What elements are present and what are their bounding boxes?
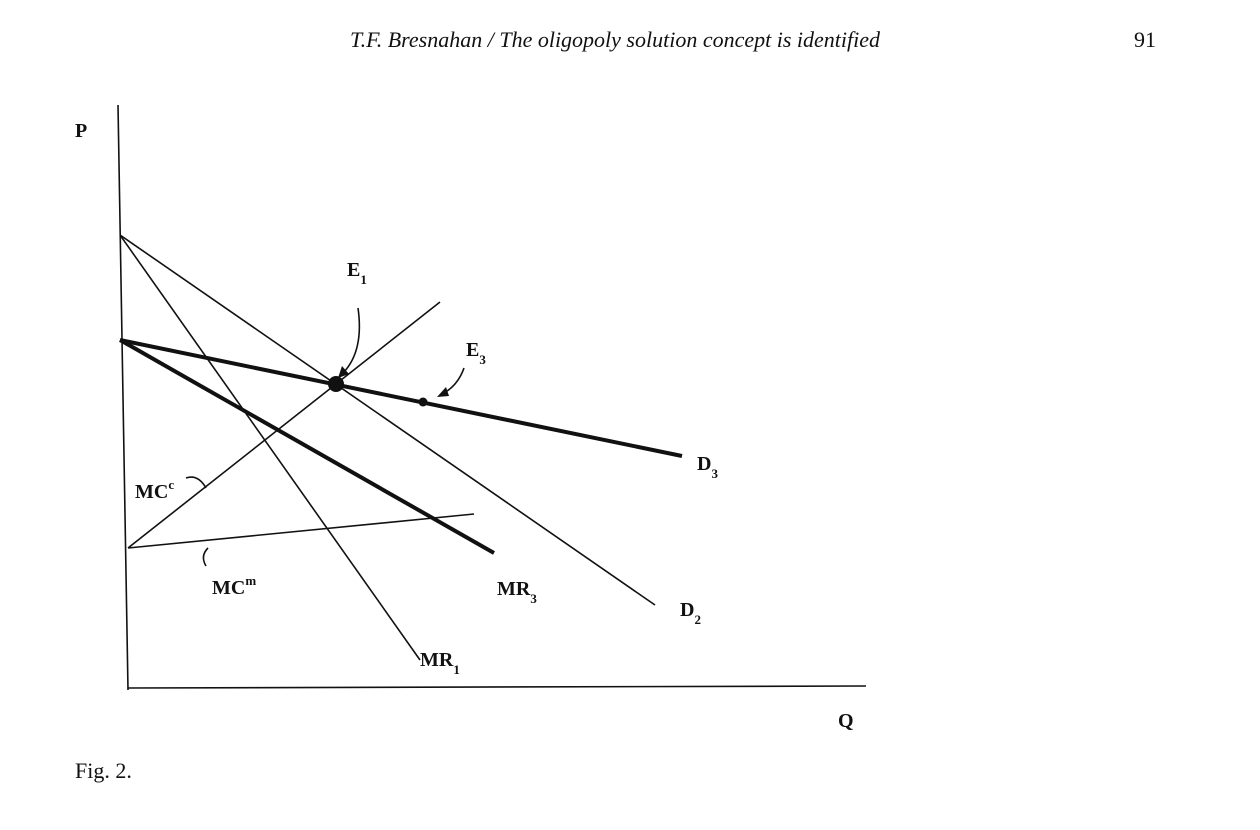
running-header: T.F. Bresnahan / The oligopoly solution … [350, 27, 881, 52]
e1-point [328, 376, 344, 392]
d2-line [119, 234, 656, 606]
mcm-line [127, 513, 475, 549]
y-axis [117, 104, 129, 691]
e1-arrow [343, 307, 361, 373]
d3-label: D3 [697, 453, 718, 481]
e3-label: E3 [466, 339, 486, 367]
mr1-line [119, 234, 421, 661]
diagram: P Q E1 E3 D3 MCc MCm MR3 D2 MR1 [75, 104, 867, 732]
x-axis [127, 685, 867, 689]
y-axis-label: P [75, 120, 87, 142]
e3-arrow [443, 367, 465, 394]
page-number: 91 [1134, 27, 1156, 52]
mr3-label: MR3 [497, 578, 537, 606]
e1-arrowhead [338, 366, 349, 378]
e3-arrowhead [437, 387, 449, 397]
mcc-line [127, 301, 441, 549]
d3-line [119, 338, 683, 458]
mcm-arrow [202, 547, 209, 567]
mcm-label: MCm [212, 573, 256, 599]
e1-label: E1 [347, 259, 367, 287]
mr3-line [119, 338, 495, 555]
figure-caption: Fig. 2. [75, 758, 132, 783]
mcc-label: MCc [135, 477, 174, 503]
mr1-label: MR1 [420, 649, 460, 677]
d2-label: D2 [680, 599, 701, 627]
mcc-arrow [185, 476, 207, 489]
x-axis-label: Q [838, 710, 854, 732]
e3-point [418, 397, 428, 407]
